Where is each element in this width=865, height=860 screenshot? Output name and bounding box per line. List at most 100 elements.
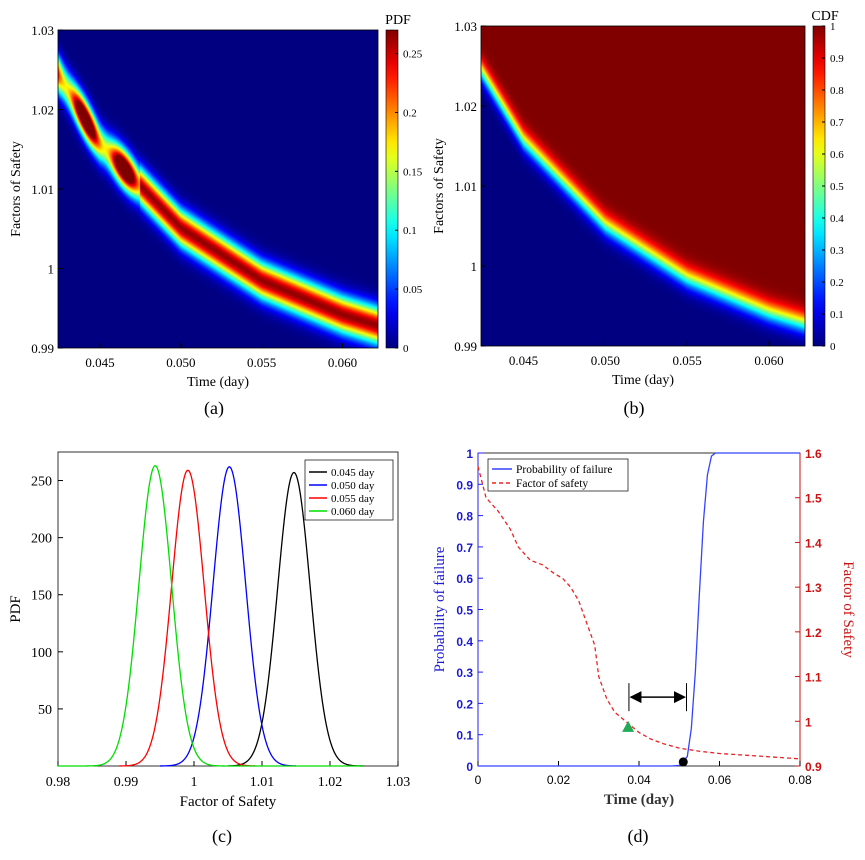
caption-c: (c) xyxy=(212,826,232,846)
legend-label: 0.060 day xyxy=(331,506,375,518)
colorbar-tick-label: 1 xyxy=(830,21,836,33)
y-axis-label: Probability of failure xyxy=(432,546,448,672)
y-tick-label: 1 xyxy=(466,447,473,461)
colorbar-tick-label: 0.6 xyxy=(830,149,844,161)
y-tick-label: 50 xyxy=(38,703,52,718)
y-tick-label: 1 xyxy=(48,262,55,277)
y-tick-label: 1 xyxy=(471,259,478,274)
y-axis-label: Factors of Safety xyxy=(9,141,24,237)
colorbar-tick-label: 0.8 xyxy=(830,85,844,97)
y-axis-label: Factors of Safety xyxy=(432,138,447,234)
colorbar-label: PDF xyxy=(385,13,411,28)
y-tick-label: 1.01 xyxy=(31,182,54,197)
caption-d: (d) xyxy=(627,826,649,846)
colorbar-tick-label: 0.4 xyxy=(830,213,844,225)
colorbar-tick-label: 0 xyxy=(830,341,836,353)
colorbar-tick-label: 0.3 xyxy=(830,245,844,257)
y-tick-label: 0.1 xyxy=(456,729,473,743)
x-axis-label: Time (day) xyxy=(612,373,674,388)
y2-tick-label: 1.1 xyxy=(805,671,822,685)
legend-label: 0.050 day xyxy=(331,480,375,492)
series-line xyxy=(119,469,256,767)
colorbar-tick-label: 0 xyxy=(403,343,409,355)
heatmap-panel-b: 0.045 0.050 0.055 0.060 0.99 1 1.01 1.02 1.03 Tim… xyxy=(432,9,844,388)
y-tick-label: 0.6 xyxy=(456,572,473,586)
colorbar-tick-label: 0.9 xyxy=(830,53,844,65)
series-line xyxy=(227,471,364,767)
x-tick-label: 0.045 xyxy=(85,355,114,370)
colorbar-tick-label: 0.05 xyxy=(403,284,423,296)
y-tick-label: 1.01 xyxy=(454,179,477,194)
y2-tick-label: 0.9 xyxy=(805,760,822,774)
y-tick-label: 0.9 xyxy=(456,478,473,492)
heatmap-image-a xyxy=(58,30,378,348)
legend-label: Probability of failure xyxy=(516,464,612,476)
y-tick-label: 0.5 xyxy=(456,604,473,618)
legend-box xyxy=(487,458,629,492)
caption-b: (b) xyxy=(623,398,645,418)
y-tick-label: 0.7 xyxy=(456,541,473,555)
x-tick-label: 0.04 xyxy=(627,773,651,787)
x-axis-label: Time (day) xyxy=(187,375,249,390)
colorbar xyxy=(385,29,399,349)
legend-label: Factor of safety xyxy=(516,478,588,490)
line-panel-c: 0.98 0.99 1 1.01 1.02 1.03 50 100 150 200 250 Facto… xyxy=(8,451,410,810)
y-tick-label: 1.02 xyxy=(454,99,477,114)
y-tick-label: 0.8 xyxy=(456,510,473,524)
heatmap-image-b xyxy=(481,26,805,346)
series-line xyxy=(160,466,297,767)
x-tick-label: 0.98 xyxy=(46,775,71,790)
y-tick-label: 1.03 xyxy=(454,19,477,34)
colorbar-tick-label: 0.5 xyxy=(830,181,844,193)
colorbar-tick-label: 0.7 xyxy=(830,117,844,129)
x-tick-label: 0.99 xyxy=(114,775,139,790)
colorbar-tick-label: 0.1 xyxy=(403,225,417,237)
x-tick-label: 0.055 xyxy=(673,353,702,368)
y-tick-label: 150 xyxy=(31,589,52,604)
line-panel-d: 0 0.02 0.04 0.06 0.08 0 0.1 0.2 0.3 0.4 0.5 0.6 0.7 0… xyxy=(432,447,856,808)
y-tick-label: 200 xyxy=(31,532,52,547)
x-tick-label: 1.01 xyxy=(250,775,275,790)
plot-frame-d xyxy=(477,452,801,767)
x-tick-label: 0.060 xyxy=(328,355,357,370)
y-tick-label: 1.03 xyxy=(31,23,54,38)
y2-tick-label: 1.4 xyxy=(805,536,822,550)
colorbar-tick-label: 0.25 xyxy=(403,49,423,61)
y-axis-label: PDF xyxy=(8,595,24,623)
y2-tick-label: 1.3 xyxy=(805,581,822,595)
legend-label: 0.055 day xyxy=(331,493,375,505)
colorbar-tick-label: 0.2 xyxy=(403,107,417,119)
x-tick-label: 0.050 xyxy=(166,355,195,370)
series-line xyxy=(478,452,800,767)
y2-axis-label: Factor of Safety xyxy=(840,561,856,658)
y-tick-label: 0.99 xyxy=(31,341,54,356)
x-tick-label: 0.02 xyxy=(547,773,571,787)
x-tick-label: 0.08 xyxy=(788,773,812,787)
colorbar-label: CDF xyxy=(811,9,838,24)
legend-box xyxy=(304,459,394,521)
series-line xyxy=(477,466,801,760)
x-tick-label: 0 xyxy=(475,773,482,787)
y-tick-label: 250 xyxy=(31,475,52,490)
y2-tick-label: 1.2 xyxy=(805,626,822,640)
x-axis-label: Factor of Safety xyxy=(180,794,277,810)
x-tick-label: 0.06 xyxy=(708,773,732,787)
y-tick-label: 0.4 xyxy=(456,635,473,649)
x-tick-label: 0.055 xyxy=(247,355,276,370)
y-tick-label: 0.2 xyxy=(456,697,473,711)
x-tick-label: 0.060 xyxy=(754,353,783,368)
legend-label: 0.045 day xyxy=(331,467,375,479)
colorbar-tick-label: 0.2 xyxy=(830,277,844,289)
x-tick-label: 1.02 xyxy=(318,775,343,790)
heatmap-panel-a: 0.045 0.050 0.055 0.0600.9911.011.021.03Tim… xyxy=(9,13,423,390)
y-tick-label: 0.99 xyxy=(454,339,477,354)
triangle-marker xyxy=(622,720,635,732)
colorbar-tick-label: 0.15 xyxy=(403,166,423,178)
y-tick-label: 1.02 xyxy=(31,103,54,118)
y-tick-label: 100 xyxy=(31,646,52,661)
y2-tick-label: 1 xyxy=(805,715,812,729)
x-tick-label: 0.050 xyxy=(591,353,620,368)
y2-tick-label: 1.5 xyxy=(805,492,822,506)
colorbar-tick-label: 0.1 xyxy=(830,309,844,321)
